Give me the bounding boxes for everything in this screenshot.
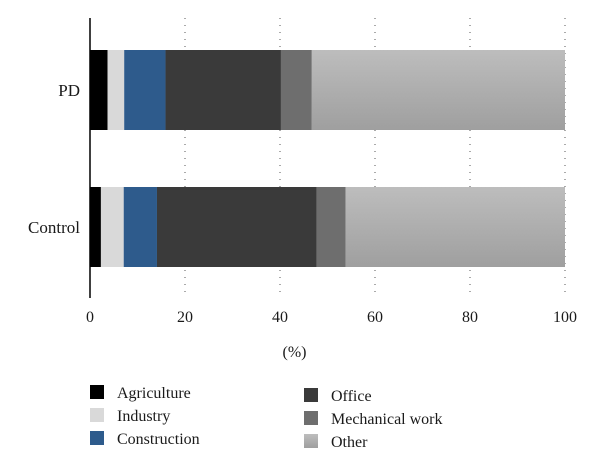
category-label-control: Control: [28, 218, 80, 237]
bar-pd-industry: [107, 50, 125, 130]
legend-swatch-office: [304, 388, 318, 402]
bar-control-mechanical-work: [316, 187, 346, 267]
x-tick-label-40: 40: [272, 309, 288, 326]
legend-swatch-agriculture: [90, 385, 104, 399]
x-tick-label-60: 60: [367, 309, 383, 326]
legend: Agriculture Industry Construction Office Mec…: [90, 385, 443, 451]
category-label-pd: PD: [58, 81, 80, 100]
legend-swatch-construction: [90, 431, 104, 445]
bar-control-industry: [100, 187, 124, 267]
x-tick-label-20: 20: [177, 309, 193, 326]
x-tick-labels: 0 20 40 60 80 100: [86, 309, 577, 326]
x-tick-label-0: 0: [86, 309, 94, 326]
bar-control-agriculture: [90, 187, 101, 267]
legend-label-office: Office: [331, 388, 372, 405]
x-axis-title: (%): [283, 344, 307, 361]
gridlines: [184, 18, 566, 298]
bar-pd-office: [165, 50, 281, 130]
legend-label-industry: Industry: [117, 408, 170, 425]
legend-label-mechanical-work: Mechanical work: [331, 411, 443, 428]
legend-swatch-mechanical-work: [304, 411, 318, 425]
legend-label-other: Other: [331, 434, 368, 451]
bar-pd-mechanical-work: [280, 50, 312, 130]
bar-control-office: [156, 187, 317, 267]
bar-pd-other: [311, 50, 565, 130]
legend-label-agriculture: Agriculture: [117, 385, 191, 402]
legend-label-construction: Construction: [117, 431, 200, 448]
bar-control-other: [345, 187, 565, 267]
legend-swatch-other: [304, 434, 318, 448]
x-tick-label-80: 80: [462, 309, 478, 326]
legend-swatch-industry: [90, 408, 104, 422]
category-labels: PD Control: [28, 81, 80, 237]
x-tick-label-100: 100: [553, 309, 577, 326]
bar-control-construction: [123, 187, 157, 267]
bars: [90, 50, 565, 267]
bar-pd-construction: [124, 50, 166, 130]
bar-pd-agriculture: [90, 50, 108, 130]
